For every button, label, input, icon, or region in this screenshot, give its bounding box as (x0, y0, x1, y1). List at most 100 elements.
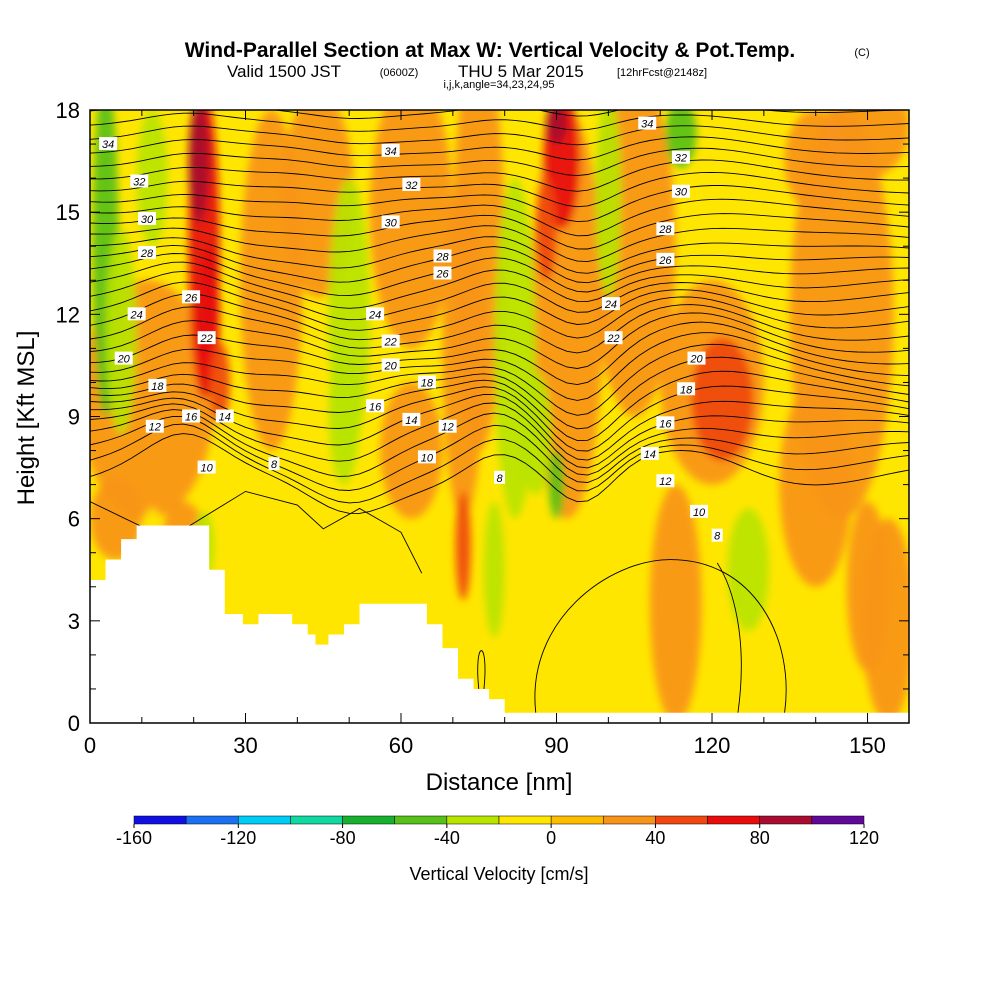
svg-text:22: 22 (384, 337, 397, 349)
theta-contour (90, 402, 909, 469)
theta-contour-label: 28 (138, 246, 157, 260)
colorbar-segment (133, 815, 187, 825)
colorbar-segment (446, 815, 500, 825)
y-tick-label: 12 (56, 302, 80, 327)
velocity-cell (546, 110, 567, 145)
theta-contour (90, 225, 909, 263)
svg-text:16: 16 (369, 401, 382, 413)
svg-text:10: 10 (421, 452, 434, 464)
theta-contour (90, 356, 909, 430)
svg-text:24: 24 (604, 299, 617, 311)
velocity-cell (826, 110, 909, 179)
theta-contour-label: 34 (99, 137, 118, 151)
theta-contour (90, 185, 909, 223)
theta-contour-label: 30 (671, 184, 690, 199)
colorbar-segment (238, 815, 291, 825)
theta-contour (716, 562, 742, 713)
colorbar-segment (342, 815, 395, 825)
theta-contour-label: 8 (268, 457, 280, 471)
terrain-profile (90, 525, 909, 723)
theta-contour-label: 28 (656, 222, 675, 236)
theta-contour-label: 20 (687, 351, 706, 366)
svg-text:30: 30 (385, 217, 398, 229)
theta-contour-label: 32 (130, 174, 149, 189)
svg-text:18: 18 (680, 384, 693, 396)
svg-text:28: 28 (140, 248, 154, 260)
theta-contour-label: 10 (690, 504, 709, 519)
theta-contour-label: 32 (402, 177, 421, 192)
velocity-cell (535, 178, 557, 281)
theta-contour-label: 18 (677, 382, 696, 396)
svg-text:24: 24 (368, 309, 381, 321)
colorbar-tick-label: 0 (546, 828, 556, 848)
theta-contour-label: 12 (438, 419, 457, 434)
theta-contour-label: 16 (656, 416, 675, 430)
svg-text:14: 14 (405, 415, 417, 427)
velocity-cell (595, 110, 622, 298)
theta-contour-label: 34 (638, 116, 657, 131)
svg-text:8: 8 (271, 459, 278, 471)
theta-contour-label: 22 (197, 331, 216, 345)
theta-contour (90, 343, 909, 416)
velocity-cell (483, 501, 505, 638)
theta-contour-label: 12 (656, 474, 675, 488)
theta-contour (90, 304, 909, 354)
colorbar-segment (759, 815, 813, 825)
svg-text:30: 30 (141, 214, 154, 226)
velocity-cell (784, 110, 847, 213)
theta-contour-label: 8 (494, 470, 505, 485)
svg-text:14: 14 (644, 449, 656, 461)
theta-contour (90, 409, 909, 477)
theta-contour (90, 125, 909, 146)
contour-labels: 34 32 30 28 24 20 18 12 26 22 16 14 10 8 34 32 30 28 26 24 2… (99, 116, 723, 543)
colorbar-tick-label: -80 (330, 828, 356, 848)
velocity-cell (691, 338, 754, 461)
velocity-cell (328, 348, 360, 485)
velocity-cell (548, 450, 565, 519)
theta-contour-label: 32 (671, 150, 690, 165)
theta-contour (90, 261, 909, 309)
svg-text:12: 12 (442, 422, 454, 434)
grid-indices: i,j,k,angle=34,23,24,95 (443, 79, 554, 91)
theta-contour-label: 14 (640, 446, 659, 461)
theta-contour-label: 24 (127, 307, 146, 321)
svg-text:34: 34 (641, 119, 653, 131)
theta-contour-label: 26 (433, 266, 452, 280)
y-tick-label: 9 (68, 405, 80, 430)
chart-title-unit: (C) (854, 47, 869, 59)
theta-contour (90, 236, 909, 274)
y-tick-label: 0 (68, 711, 80, 736)
colorbar-tick-label: 120 (849, 828, 879, 848)
y-axis-label: Height [Kft MSL] (13, 331, 40, 506)
colorbar-tick-label: -120 (220, 828, 256, 848)
svg-text:14: 14 (219, 412, 231, 424)
velocity-cell (188, 110, 210, 223)
svg-text:28: 28 (658, 224, 672, 236)
svg-text:22: 22 (200, 333, 213, 345)
valid-time-utc: (0600Z) (380, 67, 419, 79)
valid-time-date: THU 5 Mar 2015 (458, 62, 584, 81)
x-tick-label: 60 (389, 733, 413, 758)
svg-text:18: 18 (421, 377, 434, 389)
y-tick-label: 15 (56, 200, 80, 225)
velocity-cell (105, 229, 137, 434)
svg-text:16: 16 (659, 418, 672, 430)
theta-contour (90, 159, 909, 192)
svg-text:28: 28 (435, 251, 449, 263)
colorbar: -160 -120 -80 -40 0 40 80 120 (116, 815, 879, 848)
theta-contour-label: 20 (114, 351, 133, 366)
valid-time-line: Valid 1500 JST (0600Z) THU 5 Mar 2015 [1… (227, 62, 707, 81)
theta-contour-label: 14 (215, 409, 234, 424)
y-tick-label: 6 (68, 507, 80, 532)
colorbar-segment (603, 815, 656, 825)
x-tick-label: 30 (233, 733, 257, 758)
plot-area: 34 32 30 28 24 20 18 12 26 22 16 14 10 8 34 32 30 28 26 24 2… (56, 98, 910, 758)
velocity-cell (649, 484, 702, 723)
theta-contour (90, 370, 909, 442)
velocity-cell (727, 508, 770, 632)
theta-contour (90, 415, 909, 491)
colorbar-segment (655, 815, 708, 825)
svg-text:26: 26 (658, 255, 672, 267)
colorbar-segment (290, 815, 343, 825)
theta-contour (90, 147, 909, 177)
